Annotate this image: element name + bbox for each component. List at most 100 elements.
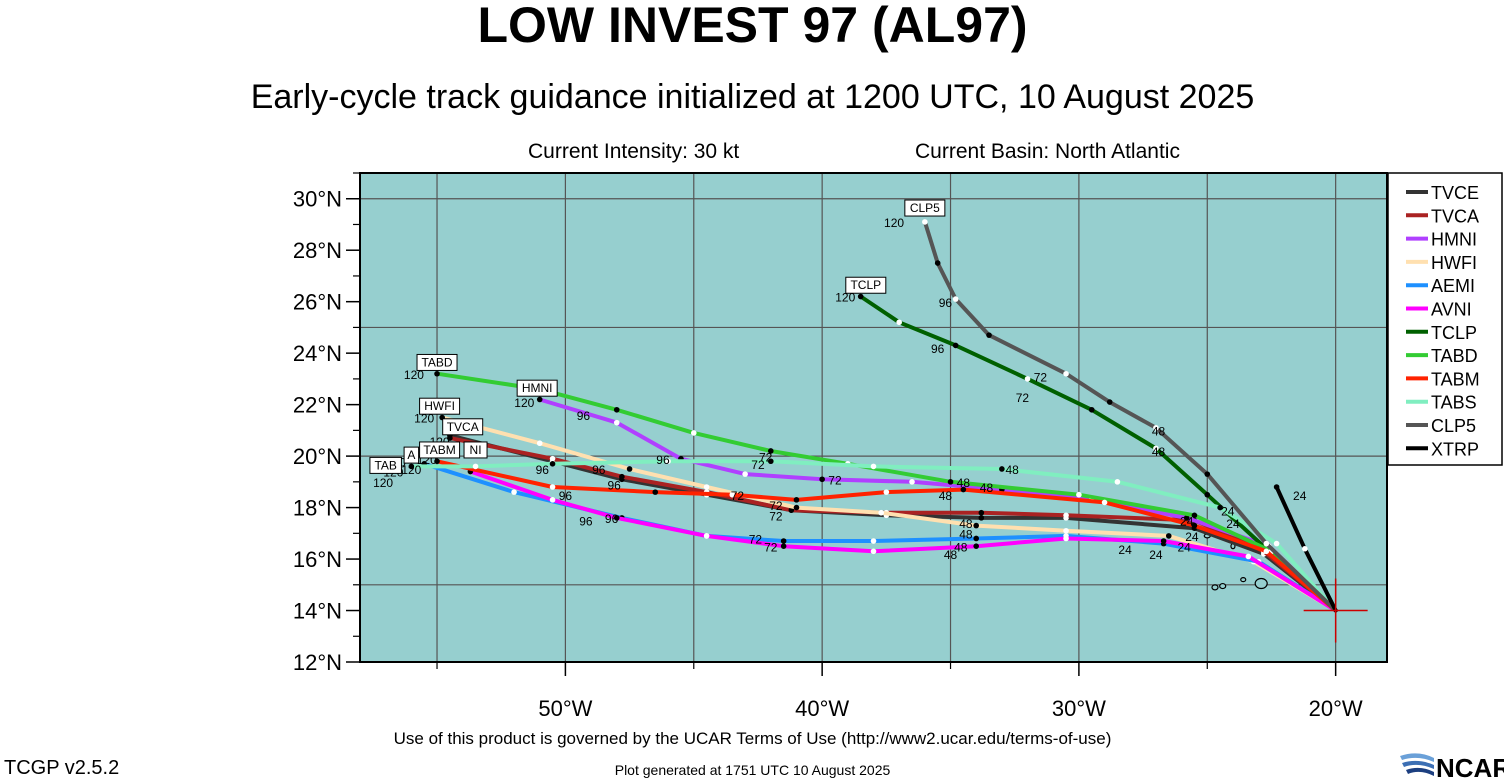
legend: TVCE TVCA HMNI HWFI AEMI AVNI TCLP TABD TABM TABS… bbox=[1387, 172, 1503, 466]
ncar-logo: NCAR bbox=[1400, 753, 1504, 780]
legend-item-hwfi: HWFI bbox=[1406, 253, 1477, 273]
model-name-boxes: CLP5 TCLP TABD HMNI HWFI TVCA A TABM NI TAB bbox=[369, 199, 946, 474]
track-point-hmni bbox=[613, 419, 620, 426]
y-tick-label: 26°N bbox=[293, 290, 342, 315]
track-point-tabd bbox=[613, 406, 620, 413]
hour-label: 24 bbox=[1185, 530, 1199, 544]
current-intensity: Current Intensity: 30 kt bbox=[528, 140, 740, 163]
hour-label: 24 bbox=[1180, 515, 1194, 529]
model-box: TABD bbox=[416, 353, 458, 371]
model-box-bg bbox=[904, 199, 946, 217]
track-point-tabm bbox=[1263, 548, 1270, 555]
track-point-clp5 bbox=[1063, 370, 1069, 377]
y-tick-label: 14°N bbox=[293, 599, 342, 624]
track-point-avni bbox=[613, 515, 620, 521]
track-point-tvca bbox=[447, 435, 453, 441]
track-point-tabs bbox=[665, 458, 671, 465]
model-box-label: HWFI bbox=[424, 399, 455, 413]
legend-label: TABD bbox=[1431, 346, 1478, 366]
hour-label: 24 bbox=[1221, 504, 1235, 518]
model-box-bg bbox=[369, 456, 402, 474]
model-box: A bbox=[403, 446, 420, 464]
y-tick-label: 22°N bbox=[293, 393, 342, 418]
legend-item-tvca: TVCA bbox=[1406, 206, 1479, 226]
legend-label: AEMI bbox=[1431, 276, 1475, 296]
hour-label: 72 bbox=[751, 458, 765, 472]
x-tick-label: 40°W bbox=[795, 696, 849, 721]
track-point-avni bbox=[1160, 538, 1167, 544]
track-point-avni bbox=[870, 548, 877, 555]
legend-item-tvce: TVCE bbox=[1406, 183, 1479, 203]
model-box: TVCA bbox=[442, 418, 484, 436]
hour-label: 96 bbox=[577, 409, 591, 423]
y-tick-label: 28°N bbox=[293, 238, 342, 263]
hour-label: 72 bbox=[828, 473, 842, 487]
track-point-aemi bbox=[511, 489, 517, 495]
track-point-tclp bbox=[1024, 376, 1031, 382]
track-point-clp5 bbox=[934, 260, 941, 266]
track-point-tabm bbox=[729, 491, 736, 498]
axes: 12°N 14°N 16°N 18°N 20°N 22°N 24°N 26°N 28°N 30°N… bbox=[293, 172, 1363, 721]
model-box-label: A bbox=[407, 448, 415, 462]
model-box-label: CLP5 bbox=[910, 201, 940, 215]
version-label: TCGP v2.5.2 bbox=[4, 757, 120, 779]
legend-item-clp5: CLP5 bbox=[1406, 416, 1476, 436]
hour-label: 72 bbox=[731, 489, 745, 503]
model-box: TABM bbox=[419, 441, 461, 459]
hour-label: 96 bbox=[605, 512, 619, 526]
track-point-tabm bbox=[960, 486, 967, 493]
track-point-tvca bbox=[619, 473, 625, 480]
track-point-hwfi bbox=[1165, 533, 1172, 539]
track-point-tvca bbox=[549, 455, 556, 462]
page-subtitle: Early-cycle track guidance initialized a… bbox=[250, 78, 1255, 116]
track-point-hwfi bbox=[626, 466, 633, 472]
hour-label: 120 bbox=[401, 463, 421, 477]
hour-label: 48 bbox=[1005, 463, 1019, 477]
hour-label: 48 bbox=[980, 481, 994, 495]
model-box-bg bbox=[516, 379, 558, 397]
hour-label: 48 bbox=[954, 540, 968, 554]
y-tick-label: 16°N bbox=[293, 547, 342, 572]
track-point-tabs bbox=[999, 466, 1005, 472]
track-point-tabs bbox=[1114, 479, 1121, 485]
legend-label: TCLP bbox=[1431, 323, 1477, 343]
hour-label: 24 bbox=[1118, 543, 1132, 557]
hour-label: 72 bbox=[1016, 391, 1030, 405]
legend-item-aemi: AEMI bbox=[1406, 276, 1475, 296]
track-point-tabm bbox=[434, 458, 440, 465]
terms-of-use: Use of this product is governed by the U… bbox=[393, 729, 1112, 748]
hour-label: 72 bbox=[764, 540, 778, 554]
track-point-tabd bbox=[947, 479, 954, 485]
model-box-label: TABM bbox=[423, 443, 455, 457]
model-box-bg bbox=[403, 446, 420, 464]
legend-label: TVCE bbox=[1431, 183, 1479, 203]
legend-label: CLP5 bbox=[1431, 416, 1476, 436]
track-point-hwfi bbox=[878, 509, 885, 516]
track-point-tabs bbox=[408, 463, 415, 470]
legend-item-avni: AVNI bbox=[1406, 300, 1472, 320]
track-clp5 bbox=[922, 219, 1338, 613]
track-point-tabd bbox=[1191, 512, 1198, 519]
track-point-tabm bbox=[883, 489, 890, 495]
track-point-hmni bbox=[536, 396, 543, 403]
track-point-aemi bbox=[870, 538, 877, 544]
legend-label: TVCA bbox=[1431, 206, 1479, 226]
track-point-hwfi bbox=[1063, 527, 1069, 534]
track-point-hwfi bbox=[703, 484, 710, 490]
track-point-tclp bbox=[952, 342, 959, 349]
hour-label: 120 bbox=[373, 476, 393, 490]
track-point-hmni bbox=[742, 471, 748, 477]
hour-label: 96 bbox=[608, 479, 622, 493]
hour-label: 72 bbox=[769, 499, 783, 513]
y-tick-label: 12°N bbox=[293, 650, 342, 675]
current-basin: Current Basin: North Atlantic bbox=[915, 140, 1180, 163]
track-point-tabm bbox=[652, 489, 659, 495]
hour-label: 120 bbox=[884, 216, 904, 230]
track-point-tclp bbox=[857, 293, 864, 300]
legend-label: TABM bbox=[1431, 369, 1480, 389]
hour-label: 48 bbox=[959, 527, 973, 541]
track-point-tabs bbox=[1273, 540, 1280, 547]
model-box-label: TAB bbox=[374, 458, 396, 472]
track-point-tvca bbox=[978, 509, 985, 516]
